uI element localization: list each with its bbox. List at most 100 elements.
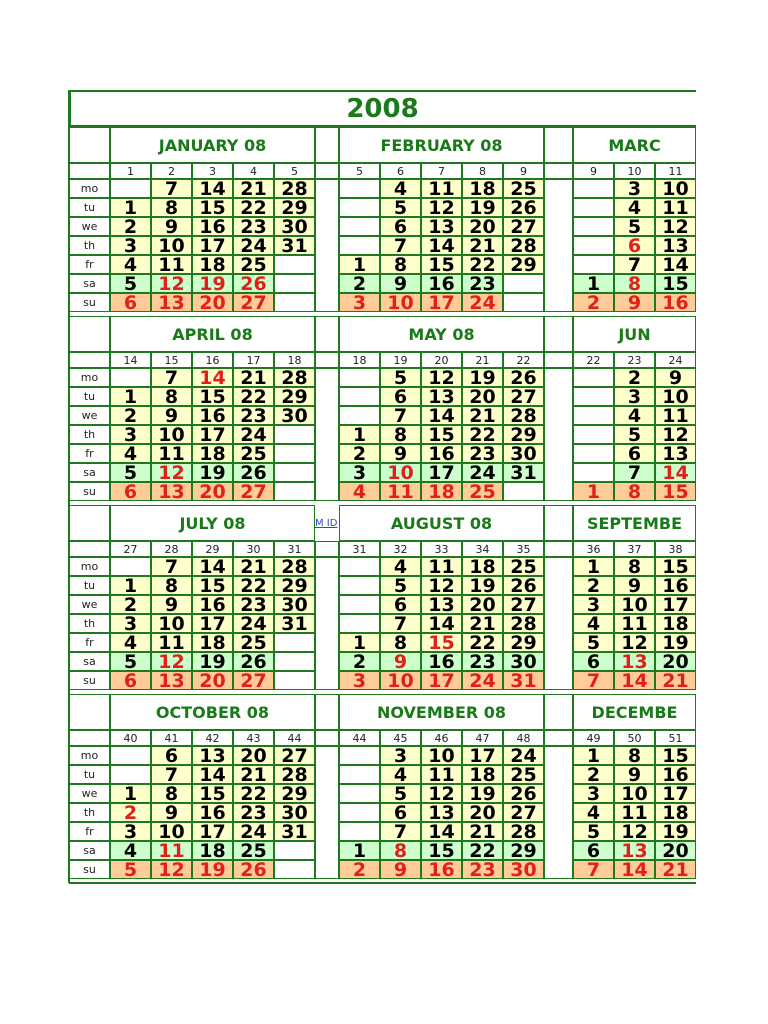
day-cell[interactable]: 4 (110, 633, 151, 652)
day-cell[interactable]: 9 (151, 217, 192, 236)
day-cell[interactable]: 19 (462, 198, 503, 217)
day-cell[interactable]: 11 (421, 557, 462, 576)
day-cell[interactable]: 14 (421, 822, 462, 841)
day-cell[interactable]: 5 (110, 463, 151, 482)
day-cell[interactable]: 13 (655, 444, 696, 463)
day-cell[interactable]: 1 (573, 557, 614, 576)
day-cell[interactable]: 21 (655, 671, 696, 690)
day-cell[interactable]: 27 (233, 293, 274, 312)
day-cell[interactable]: 7 (151, 179, 192, 198)
day-cell[interactable]: 23 (233, 406, 274, 425)
day-cell[interactable]: 12 (151, 274, 192, 293)
day-cell[interactable]: 3 (110, 614, 151, 633)
day-cell[interactable]: 11 (655, 406, 696, 425)
day-cell[interactable]: 12 (614, 633, 655, 652)
day-cell[interactable]: 29 (503, 633, 544, 652)
day-cell[interactable]: 16 (421, 274, 462, 293)
day-cell[interactable]: 8 (614, 482, 655, 501)
day-cell[interactable]: 11 (614, 803, 655, 822)
day-cell[interactable]: 11 (151, 633, 192, 652)
day-cell[interactable]: 22 (233, 576, 274, 595)
day-cell[interactable]: 2 (573, 576, 614, 595)
day-cell[interactable]: 2 (110, 595, 151, 614)
day-cell[interactable]: 20 (462, 803, 503, 822)
day-cell[interactable]: 9 (151, 595, 192, 614)
day-cell[interactable]: 20 (233, 746, 274, 765)
day-cell[interactable]: 17 (462, 746, 503, 765)
day-cell[interactable]: 29 (274, 387, 315, 406)
day-cell[interactable]: 13 (151, 293, 192, 312)
day-cell[interactable]: 4 (380, 557, 421, 576)
day-cell[interactable]: 8 (380, 633, 421, 652)
day-cell[interactable]: 22 (462, 255, 503, 274)
day-cell[interactable]: 8 (380, 255, 421, 274)
day-cell[interactable]: 19 (462, 368, 503, 387)
day-cell[interactable]: 31 (274, 614, 315, 633)
day-cell[interactable]: 15 (192, 387, 233, 406)
day-cell[interactable]: 5 (380, 784, 421, 803)
day-cell[interactable]: 18 (462, 765, 503, 784)
day-cell[interactable]: 20 (655, 841, 696, 860)
day-cell[interactable]: 8 (614, 557, 655, 576)
day-cell[interactable]: 15 (192, 198, 233, 217)
day-cell[interactable]: 5 (110, 860, 151, 879)
day-cell[interactable]: 13 (421, 803, 462, 822)
day-cell[interactable]: 24 (233, 614, 274, 633)
day-cell[interactable]: 5 (380, 198, 421, 217)
day-cell[interactable]: 23 (233, 803, 274, 822)
day-cell[interactable]: 10 (380, 463, 421, 482)
day-cell[interactable]: 3 (110, 236, 151, 255)
day-cell[interactable]: 1 (573, 482, 614, 501)
day-cell[interactable]: 15 (421, 633, 462, 652)
day-cell[interactable]: 6 (110, 293, 151, 312)
day-cell[interactable]: 6 (110, 671, 151, 690)
day-cell[interactable]: 17 (192, 236, 233, 255)
day-cell[interactable]: 30 (274, 803, 315, 822)
month-link[interactable]: M ID (315, 517, 338, 529)
day-cell[interactable]: 29 (274, 784, 315, 803)
day-cell[interactable]: 10 (614, 784, 655, 803)
day-cell[interactable]: 13 (192, 746, 233, 765)
day-cell[interactable]: 4 (573, 614, 614, 633)
day-cell[interactable]: 23 (462, 860, 503, 879)
day-cell[interactable]: 16 (655, 765, 696, 784)
day-cell[interactable]: 14 (192, 765, 233, 784)
day-cell[interactable]: 12 (614, 822, 655, 841)
day-cell[interactable]: 30 (274, 217, 315, 236)
day-cell[interactable]: 22 (462, 633, 503, 652)
day-cell[interactable]: 20 (192, 671, 233, 690)
day-cell[interactable]: 21 (462, 406, 503, 425)
day-cell[interactable]: 16 (655, 293, 696, 312)
day-cell[interactable]: 4 (380, 179, 421, 198)
day-cell[interactable]: 17 (192, 822, 233, 841)
day-cell[interactable]: 19 (192, 860, 233, 879)
day-cell[interactable]: 26 (233, 274, 274, 293)
day-cell[interactable]: 26 (233, 652, 274, 671)
day-cell[interactable]: 15 (421, 425, 462, 444)
day-cell[interactable]: 9 (614, 765, 655, 784)
day-cell[interactable]: 18 (462, 557, 503, 576)
day-cell[interactable]: 4 (110, 841, 151, 860)
day-cell[interactable]: 19 (192, 652, 233, 671)
day-cell[interactable]: 26 (233, 463, 274, 482)
day-cell[interactable]: 29 (503, 425, 544, 444)
day-cell[interactable]: 25 (233, 444, 274, 463)
day-cell[interactable]: 6 (380, 595, 421, 614)
day-cell[interactable]: 4 (110, 255, 151, 274)
day-cell[interactable]: 26 (503, 576, 544, 595)
day-cell[interactable]: 4 (614, 406, 655, 425)
day-cell[interactable]: 1 (573, 746, 614, 765)
day-cell[interactable]: 2 (339, 652, 380, 671)
day-cell[interactable]: 23 (233, 217, 274, 236)
day-cell[interactable]: 18 (192, 444, 233, 463)
day-cell[interactable]: 18 (192, 633, 233, 652)
day-cell[interactable]: 31 (274, 236, 315, 255)
day-cell[interactable]: 27 (274, 746, 315, 765)
day-cell[interactable]: 10 (380, 293, 421, 312)
day-cell[interactable]: 11 (380, 482, 421, 501)
day-cell[interactable]: 16 (421, 652, 462, 671)
day-cell[interactable]: 24 (503, 746, 544, 765)
day-cell[interactable]: 5 (110, 274, 151, 293)
day-cell[interactable]: 18 (192, 841, 233, 860)
day-cell[interactable]: 17 (421, 463, 462, 482)
